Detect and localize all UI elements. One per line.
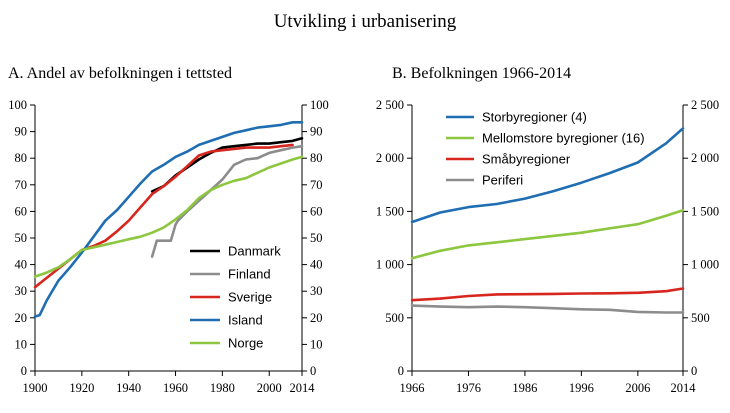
y-tick-label-left: 90 <box>15 125 28 139</box>
y-tick-label-right: 80 <box>310 151 323 165</box>
y-tick-label-right: 0 <box>691 364 697 378</box>
y-tick-label-right: 1 000 <box>691 258 719 272</box>
figure-title: Utvikling i urbanisering <box>274 11 457 32</box>
x-tick-label: 2006 <box>625 381 650 395</box>
x-tick-label: 1966 <box>400 381 425 395</box>
y-tick-label-right: 10 <box>310 337 323 351</box>
y-tick-label-left: 0 <box>398 364 404 378</box>
y-tick-label-left: 2 500 <box>376 98 404 112</box>
y-tick-label-left: 1 000 <box>376 258 404 272</box>
legend-label: Island <box>228 313 263 328</box>
y-tick-label-right: 0 <box>310 364 316 378</box>
x-tick-label: 1940 <box>116 381 141 395</box>
legend-label: Storbyregioner (4) <box>482 110 587 125</box>
y-tick-label-left: 60 <box>15 204 28 218</box>
legend-label: Periferi <box>482 173 523 188</box>
panel-a-chart: A. Andel av befolkningen i tettsted 0 0 10 1… <box>8 65 329 395</box>
legend-label: Småbyregioner <box>482 152 571 167</box>
y-tick-label-left: 40 <box>15 258 28 272</box>
x-tick-label: 2000 <box>257 381 282 395</box>
y-tick-label-right: 40 <box>310 258 323 272</box>
series-line-storbyregioner-4- <box>410 127 685 224</box>
x-tick-label: 1920 <box>69 381 94 395</box>
x-tick-label: 1960 <box>163 381 188 395</box>
legend-label: Mellomstore byregioner (16) <box>482 131 645 146</box>
series-line-norge <box>33 155 304 278</box>
x-tick-label: 1980 <box>210 381 235 395</box>
x-tick-label: 1986 <box>512 381 537 395</box>
y-tick-label-right: 50 <box>310 231 323 245</box>
y-tick-label-left: 0 <box>21 364 27 378</box>
y-tick-label-left: 10 <box>15 337 28 351</box>
y-tick-label-left: 20 <box>15 311 28 325</box>
y-tick-label-right: 60 <box>310 204 323 218</box>
y-tick-label-left: 50 <box>15 231 28 245</box>
y-tick-label-right: 100 <box>310 98 329 112</box>
series-line-mellomstore-byregioner-16- <box>410 209 685 260</box>
y-tick-label-left: 100 <box>8 98 27 112</box>
legend-label: Finland <box>228 267 271 282</box>
legend-label: Norge <box>228 336 263 351</box>
y-tick-label-right: 30 <box>310 284 323 298</box>
panel-b-chart: B. Befolkningen 1966-2014 0 0 500 500 1 000 1 … <box>376 65 719 395</box>
y-tick-label-right: 20 <box>310 311 323 325</box>
y-tick-label-left: 1 500 <box>376 204 404 218</box>
y-tick-label-left: 80 <box>15 151 28 165</box>
panel-title: A. Andel av befolkningen i tettsted <box>8 65 232 82</box>
series-line-småbyregioner <box>410 287 685 302</box>
y-tick-label-right: 70 <box>310 178 323 192</box>
x-tick-label: 2014 <box>671 381 697 395</box>
x-tick-label: 1900 <box>23 381 48 395</box>
y-tick-label-right: 2 500 <box>691 98 719 112</box>
series-line-periferi <box>410 304 685 314</box>
legend-label: Danmark <box>228 244 281 259</box>
x-tick-label: 1996 <box>569 381 594 395</box>
y-tick-label-right: 90 <box>310 125 323 139</box>
y-tick-label-left: 70 <box>15 178 28 192</box>
y-tick-label-right: 1 500 <box>691 204 719 218</box>
panel-title: B. Befolkningen 1966-2014 <box>392 65 571 82</box>
series-line-island <box>33 121 304 318</box>
y-tick-label-right: 2 000 <box>691 151 719 165</box>
y-tick-label-left: 2 000 <box>376 151 404 165</box>
y-tick-label-right: 500 <box>691 311 710 325</box>
y-tick-label-left: 500 <box>385 311 404 325</box>
x-tick-label: 2014 <box>290 381 316 395</box>
x-tick-label: 1976 <box>456 381 481 395</box>
y-tick-label-left: 30 <box>15 284 28 298</box>
legend-label: Sverige <box>228 290 272 305</box>
